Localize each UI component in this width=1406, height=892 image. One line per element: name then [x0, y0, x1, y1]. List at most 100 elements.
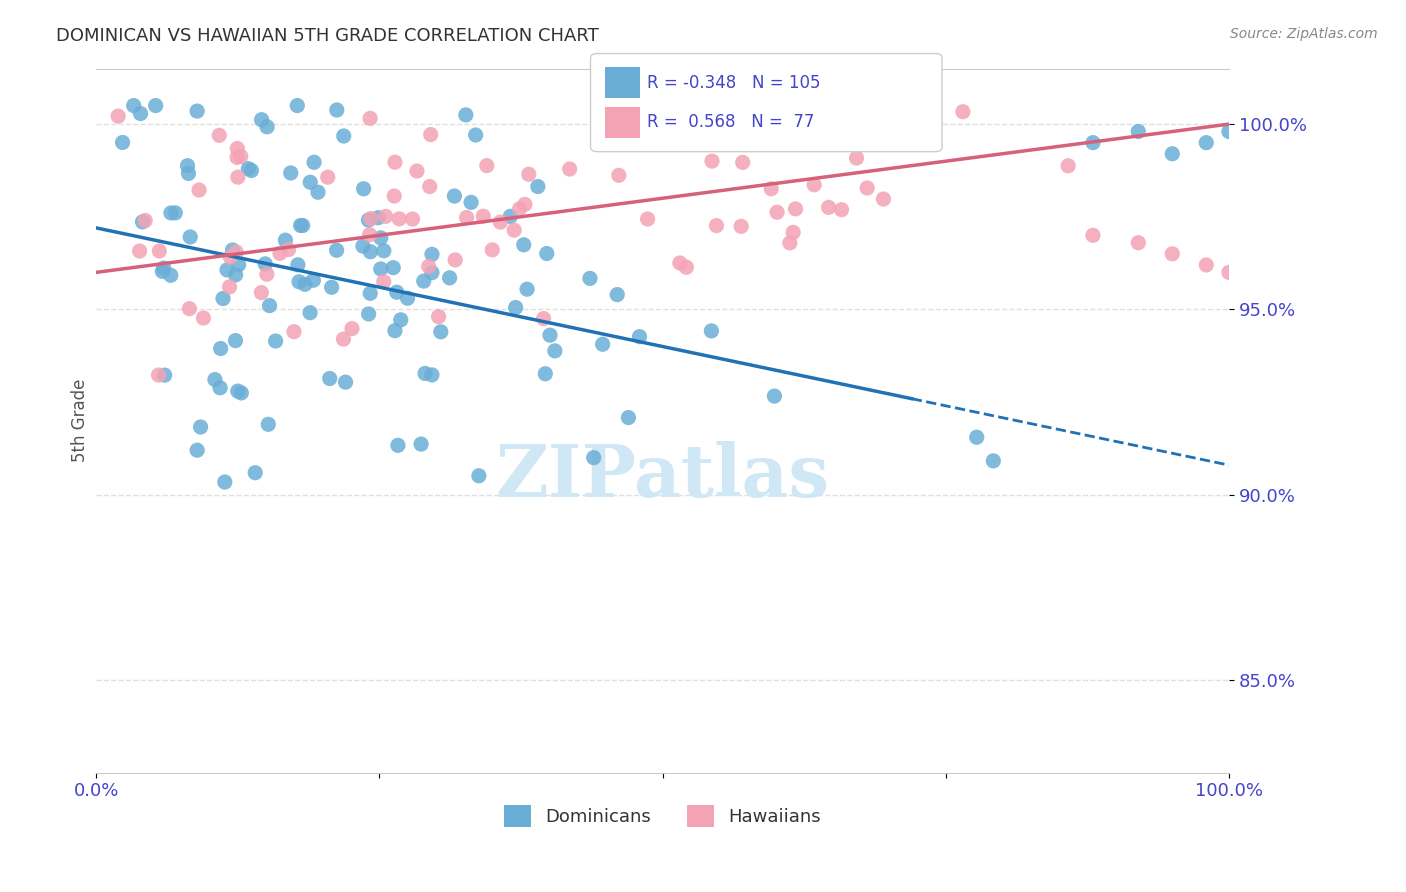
Point — [388, 211, 411, 226]
Point — [1161, 146, 1184, 161]
Legend: Dominicans, Hawaiians: Dominicans, Hawaiians — [496, 797, 828, 834]
Point — [218, 280, 240, 294]
Point — [1161, 247, 1184, 261]
Point — [302, 155, 325, 169]
Point — [1128, 235, 1150, 250]
Point — [256, 267, 278, 281]
Y-axis label: 5th Grade: 5th Grade — [72, 379, 89, 462]
Point — [179, 301, 201, 316]
Point — [472, 209, 495, 223]
Point — [731, 155, 754, 169]
Point — [516, 282, 538, 296]
Point — [274, 233, 297, 247]
Point — [111, 136, 134, 150]
Point — [283, 325, 305, 339]
Point — [706, 219, 728, 233]
Point — [536, 246, 558, 260]
Point — [226, 150, 249, 164]
Point — [700, 154, 723, 169]
Point — [443, 189, 465, 203]
Point — [513, 237, 536, 252]
Point — [396, 291, 419, 305]
Point — [606, 287, 628, 301]
Point — [214, 475, 236, 489]
Point — [186, 104, 208, 119]
Point — [579, 271, 602, 285]
Point — [228, 258, 250, 272]
Point — [176, 159, 198, 173]
Point — [290, 219, 312, 233]
Point — [374, 210, 396, 224]
Point — [257, 417, 280, 432]
Point — [225, 245, 247, 260]
Point — [637, 212, 659, 227]
Text: R =  0.568   N =  77: R = 0.568 N = 77 — [647, 113, 814, 131]
Point — [259, 299, 281, 313]
Point — [430, 325, 453, 339]
Point — [165, 206, 187, 220]
Point — [633, 110, 655, 124]
Point — [382, 189, 405, 203]
Point — [204, 373, 226, 387]
Point — [179, 230, 201, 244]
Point — [419, 128, 441, 142]
Text: ZIPatlas: ZIPatlas — [495, 442, 830, 513]
Point — [373, 244, 395, 258]
Point — [763, 389, 786, 403]
Point — [285, 98, 308, 112]
Point — [299, 306, 322, 320]
Point — [766, 205, 789, 219]
Point — [193, 311, 215, 326]
Point — [693, 123, 716, 137]
Point — [503, 223, 526, 237]
Point — [509, 202, 531, 216]
Point — [592, 337, 614, 351]
Point — [212, 292, 235, 306]
Point — [224, 334, 246, 348]
Point — [307, 186, 329, 200]
Point — [538, 328, 561, 343]
Point — [245, 466, 267, 480]
Point — [152, 261, 174, 276]
Point — [226, 384, 249, 398]
Point — [128, 244, 150, 258]
Point — [413, 367, 436, 381]
Point — [489, 215, 512, 229]
Point — [299, 175, 322, 189]
Point — [357, 307, 380, 321]
Point — [607, 169, 630, 183]
Point — [966, 430, 988, 444]
Point — [226, 141, 249, 155]
Point — [326, 103, 349, 117]
Point — [264, 334, 287, 348]
Point — [219, 250, 242, 264]
Point — [481, 243, 503, 257]
Point — [1081, 136, 1104, 150]
Point — [134, 213, 156, 227]
Point — [332, 128, 354, 143]
Point — [527, 179, 550, 194]
Point — [730, 219, 752, 234]
Point — [475, 159, 498, 173]
Point — [419, 179, 441, 194]
Point — [389, 313, 412, 327]
Point — [209, 381, 232, 395]
Point — [831, 202, 853, 217]
Point — [231, 385, 253, 400]
Point — [250, 112, 273, 127]
Point — [513, 197, 536, 211]
Point — [240, 163, 263, 178]
Point — [280, 166, 302, 180]
Point — [817, 200, 839, 214]
Point — [444, 252, 467, 267]
Point — [464, 128, 486, 142]
Point — [352, 239, 374, 253]
Point — [420, 247, 443, 261]
Point — [332, 332, 354, 346]
Point — [254, 257, 277, 271]
Point — [129, 106, 152, 120]
Point — [229, 149, 252, 163]
Point — [517, 167, 540, 181]
Point — [359, 286, 381, 301]
Point — [288, 275, 311, 289]
